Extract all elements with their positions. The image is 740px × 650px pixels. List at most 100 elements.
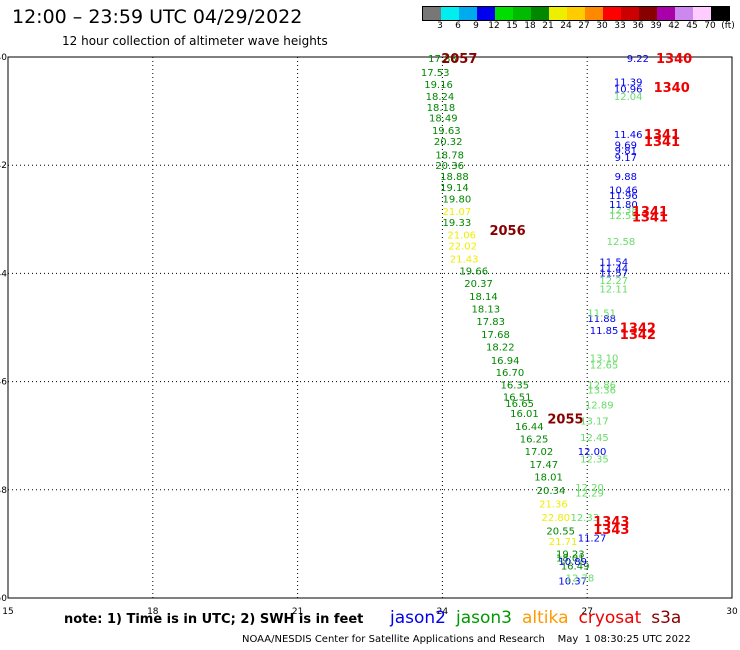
- plot-frame: [7, 56, 733, 599]
- y-tick-label: -46: [0, 378, 7, 388]
- color-swatch: [711, 7, 729, 20]
- x-tick-label: 18: [147, 607, 159, 617]
- wave-height-label: 20.32: [434, 137, 463, 148]
- satellite-legend-item: altika: [522, 608, 569, 628]
- wave-height-label: 13.17: [580, 417, 609, 428]
- wave-height-label: 9.69: [615, 141, 637, 152]
- wave-height-label: 19.23: [556, 550, 585, 561]
- orbit-number-label: 1341: [644, 135, 680, 150]
- color-swatch: [675, 7, 693, 20]
- wave-height-label: 18.88: [440, 172, 469, 183]
- wave-height-label: 12.04: [614, 92, 643, 103]
- wave-height-label: 17.47: [529, 460, 558, 471]
- wave-height-label: 10.46: [609, 186, 638, 197]
- y-tick-label: -48: [0, 486, 7, 496]
- wave-height-label: 16.51: [503, 393, 532, 404]
- wave-height-label: 18.78: [435, 150, 464, 161]
- orbit-number-label: 2056: [489, 224, 525, 239]
- satellite-legend: jason2 jason3 altika cryosat s3a: [390, 608, 691, 628]
- color-scale-label: 39: [650, 21, 662, 31]
- wave-height-label: 20.36: [435, 161, 464, 172]
- color-swatch: [477, 7, 495, 20]
- color-swatch: [603, 7, 621, 20]
- wave-height-label: 11.27: [578, 533, 607, 544]
- wave-height-label: 11.96: [609, 191, 638, 202]
- wave-height-label: 9.22: [627, 54, 649, 65]
- wave-height-label: 19.14: [440, 183, 469, 194]
- wave-height-label: 20.55: [546, 526, 575, 537]
- wave-height-label: 11.44: [599, 264, 628, 275]
- wave-height-label: 12.58: [607, 237, 636, 248]
- wave-height-label: 9.88: [615, 172, 637, 183]
- x-tick-label: 21: [292, 607, 303, 617]
- wave-height-label: 12.00: [578, 447, 607, 458]
- y-tick-label: -44: [0, 269, 7, 279]
- wave-height-label: 12.38: [609, 206, 638, 217]
- wave-height-label: 17.83: [476, 317, 505, 328]
- wave-height-label: 16.01: [510, 409, 539, 420]
- wave-height-label: 17.68: [481, 330, 510, 341]
- wave-height-label: 12.59: [609, 211, 638, 222]
- y-tick-label: -50: [0, 594, 7, 604]
- wave-height-label: 18.01: [556, 553, 585, 564]
- wave-height-label: 19.66: [459, 267, 488, 278]
- color-swatch: [549, 7, 567, 20]
- color-scale-label: 9: [473, 21, 479, 31]
- wave-height-label: 10.37: [558, 577, 587, 588]
- wave-height-label: 16.25: [520, 434, 549, 445]
- orbit-number-label: 1343: [593, 523, 629, 538]
- wave-height-label: 18.24: [426, 92, 455, 103]
- color-swatch: [621, 7, 639, 20]
- wave-height-label: 18.01: [534, 472, 563, 483]
- wave-height-label: 18.18: [427, 103, 456, 114]
- color-swatch: [423, 7, 441, 20]
- wave-height-label: 12.20: [575, 483, 604, 494]
- orbit-number-label: 2055: [547, 412, 583, 427]
- color-scale-label: 15: [506, 21, 518, 31]
- color-scale-legend: [422, 6, 730, 21]
- color-scale-label: 6: [455, 21, 461, 31]
- color-scale-label: 24: [560, 21, 572, 31]
- wave-height-label: 20.37: [464, 279, 493, 290]
- credit-footer: NOAA/NESDIS Center for Satellite Applica…: [242, 634, 691, 645]
- wave-height-label: 12.27: [599, 276, 628, 287]
- wave-height-label: 22.02: [448, 241, 477, 252]
- wave-height-label: 12.45: [580, 433, 609, 444]
- color-scale-label: (ft): [721, 21, 735, 31]
- wave-height-label: 12.11: [599, 285, 628, 296]
- wave-height-label: 9.81: [615, 146, 637, 157]
- wave-height-label: 21.43: [450, 254, 479, 265]
- wave-height-label: 10.89: [558, 557, 587, 568]
- wave-height-label: 21.36: [539, 499, 568, 510]
- orbit-number-label: 1342: [620, 322, 656, 337]
- x-tick-label: 24: [437, 607, 449, 617]
- wave-height-label: 21.06: [447, 230, 476, 241]
- orbit-number-label: 1341: [632, 211, 668, 226]
- wave-height-label: 16.44: [515, 422, 544, 433]
- wave-height-label: 11.88: [587, 314, 616, 325]
- color-scale-label: 18: [524, 21, 536, 31]
- wave-height-label: 17.02: [525, 447, 554, 458]
- wave-height-label: 19.16: [424, 80, 453, 91]
- wave-height-label: 21.07: [443, 207, 472, 218]
- color-scale-label: 3: [437, 21, 443, 31]
- x-tick-label: 27: [581, 607, 592, 617]
- wave-height-label: 11.57: [599, 268, 628, 279]
- wave-height-label: 20.34: [537, 486, 566, 497]
- page-title: 12:00 – 23:59 UTC 04/29/2022: [12, 6, 303, 28]
- wave-height-label: 10.96: [614, 84, 643, 95]
- orbit-number-label: 1342: [620, 328, 656, 343]
- wave-height-label: 21.71: [549, 537, 578, 548]
- wave-height-label: 16.65: [505, 399, 534, 410]
- satellite-legend-item: cryosat: [578, 608, 642, 628]
- satellite-legend-item: jason2: [390, 608, 446, 628]
- color-swatch: [585, 7, 603, 20]
- color-scale-label: 21: [542, 21, 554, 31]
- color-scale-label: 70: [704, 21, 716, 31]
- color-swatch: [639, 7, 657, 20]
- color-scale-label: 36: [632, 21, 644, 31]
- wave-height-label: 18.49: [429, 114, 458, 125]
- wave-height-label: 13.36: [587, 386, 616, 397]
- wave-height-label: 12.65: [590, 360, 619, 371]
